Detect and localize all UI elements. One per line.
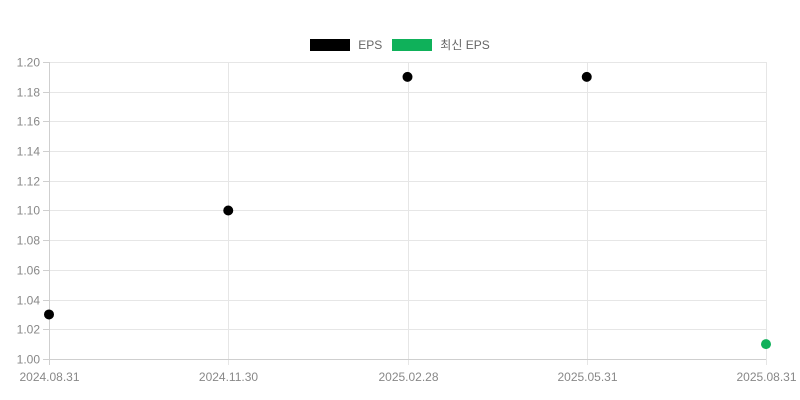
data-point-EPS[interactable]	[402, 71, 413, 82]
x-axis-label: 2025.02.28	[378, 370, 438, 384]
x-axis-label: 2024.08.31	[19, 370, 79, 384]
y-axis-label: 1.00	[17, 353, 41, 367]
data-point-최신 EPS[interactable]	[761, 339, 771, 350]
legend-label-eps: EPS	[358, 37, 383, 52]
y-axis-label: 1.20	[17, 56, 41, 70]
y-axis-label: 1.16	[17, 115, 41, 129]
data-point-EPS[interactable]	[44, 309, 54, 320]
legend-item-latest-eps[interactable]: 최신 EPS	[392, 36, 490, 53]
y-axis-label: 1.10	[17, 204, 41, 218]
legend-label-latest-eps: 최신 EPS	[440, 38, 490, 52]
x-axis-label: 2024.11.30	[199, 370, 258, 384]
y-axis-label: 1.12	[17, 175, 41, 189]
x-axis-label: 2025.05.31	[557, 370, 617, 384]
legend-item-eps[interactable]: EPS	[310, 38, 382, 52]
legend-swatch-eps	[310, 38, 351, 51]
y-axis-label: 1.04	[17, 294, 41, 308]
y-axis-label: 1.14	[17, 145, 41, 159]
y-axis-label: 1.18	[17, 86, 41, 100]
legend-swatch-latest-eps	[392, 38, 433, 51]
chart-legend: EPS 최신 EPS	[0, 36, 800, 53]
data-point-EPS[interactable]	[581, 71, 592, 82]
y-axis-label: 1.08	[17, 234, 41, 248]
x-axis-label: 2025.08.31	[736, 370, 796, 384]
y-axis-label: 1.06	[17, 264, 41, 278]
y-axis-label: 1.02	[17, 323, 41, 337]
data-point-EPS[interactable]	[223, 205, 234, 216]
